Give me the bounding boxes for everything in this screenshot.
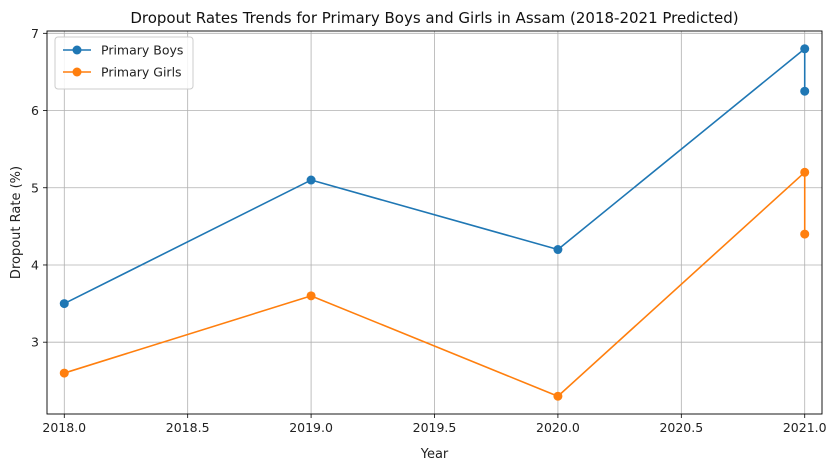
chart-title: Dropout Rates Trends for Primary Boys an… (130, 9, 738, 27)
data-point (800, 86, 810, 96)
y-tick-label: 6 (31, 103, 39, 118)
y-axis-title: Dropout Rate (%) (9, 166, 24, 279)
y-tick-label: 7 (31, 26, 39, 41)
legend: Primary Boys Primary Girls (54, 36, 194, 90)
x-axis-title: Year (420, 447, 449, 462)
legend-marker (72, 45, 82, 55)
data-point (306, 291, 316, 301)
x-tick-label: 2018.0 (42, 420, 86, 435)
data-point (59, 299, 69, 309)
series-primary-boys (59, 44, 810, 309)
x-tick-label: 2020.5 (659, 420, 703, 435)
data-point (553, 391, 563, 401)
data-point (306, 175, 316, 185)
y-tick-label: 5 (31, 180, 39, 195)
x-tick-label: 2018.5 (166, 420, 210, 435)
x-axis: 2018.0 2018.5 2019.0 2019.5 2020.0 2020.5 2021… (42, 414, 827, 435)
data-point (800, 44, 810, 54)
legend-label: Primary Girls (101, 65, 182, 80)
legend-marker (72, 67, 82, 77)
x-tick-label: 2020.0 (536, 420, 580, 435)
x-tick-label: 2019.5 (413, 420, 457, 435)
x-tick-label: 2019.0 (289, 420, 333, 435)
x-tick-label: 2021.0 (783, 420, 827, 435)
series-layer (59, 44, 810, 401)
series-primary-girls (59, 167, 810, 401)
data-point (800, 167, 810, 177)
y-tick-label: 4 (31, 257, 39, 272)
grid (47, 31, 822, 414)
y-tick-label: 3 (31, 335, 39, 350)
data-point (553, 245, 563, 255)
legend-label: Primary Boys (101, 43, 183, 58)
data-point (800, 229, 810, 239)
data-point (59, 368, 69, 378)
y-axis: 3 4 5 6 7 (31, 26, 47, 350)
